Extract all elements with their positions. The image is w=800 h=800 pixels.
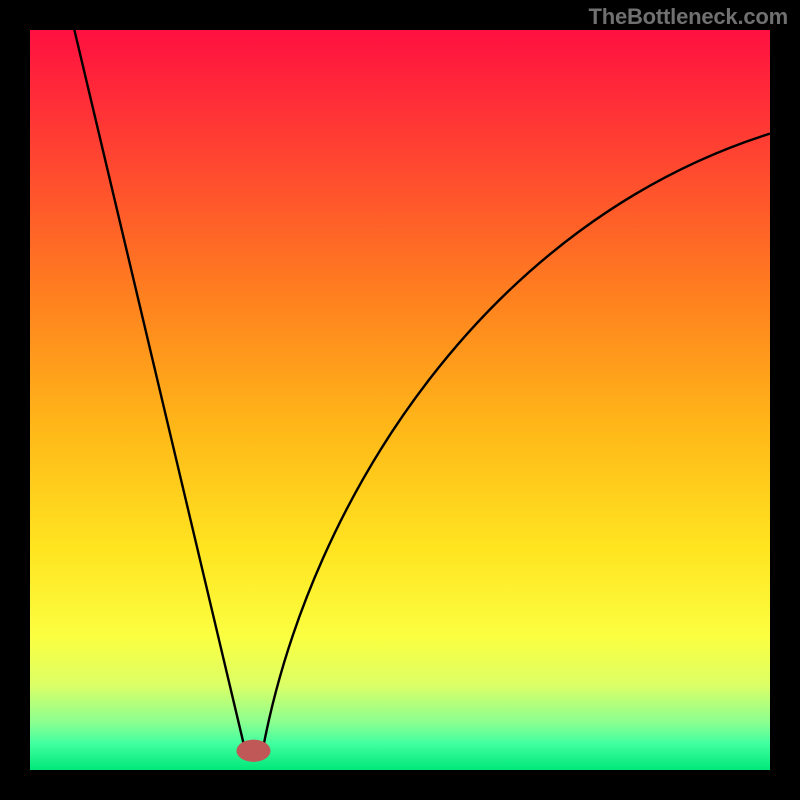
minimum-marker [236, 740, 270, 762]
watermark-text: TheBottleneck.com [588, 4, 788, 30]
chart-frame: TheBottleneck.com [0, 0, 800, 800]
bottleneck-chart [0, 0, 800, 800]
plot-background [30, 30, 770, 770]
